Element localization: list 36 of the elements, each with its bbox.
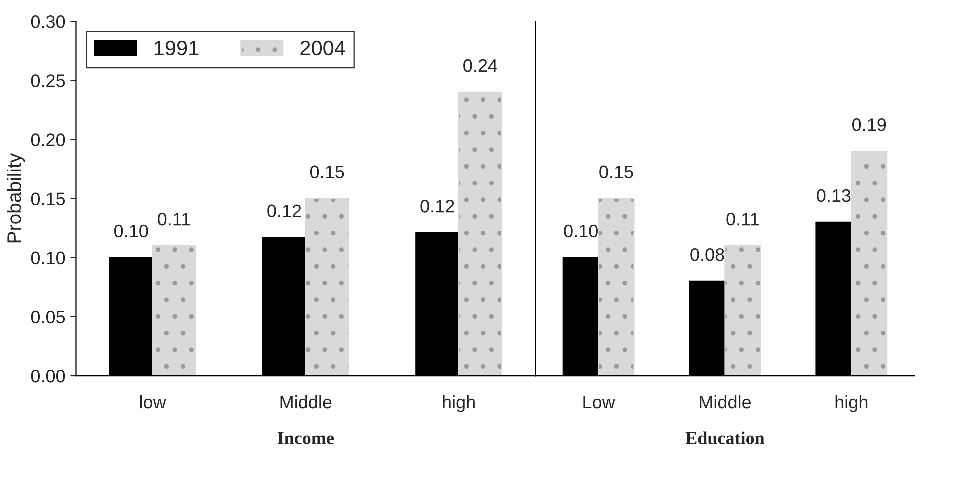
bar [724,245,762,376]
data-label: 0.11 [726,213,759,226]
bar [851,150,888,376]
legend-label: 1991 [154,40,199,56]
y-tick-label: 0.05 [31,310,66,324]
data-label: 0.19 [852,118,886,132]
data-label: 0.08 [690,248,724,262]
y-tick-label: 0.15 [31,192,66,206]
bar [152,245,196,376]
x-tick-label: Middle [700,395,752,409]
y-tick-label: 0.25 [31,74,66,88]
bar [598,198,635,376]
data-label: 0.12 [268,204,302,218]
data-label: 0.15 [600,166,634,179]
data-label: 0.10 [564,224,598,238]
x-tick-label: high [443,395,475,412]
x-axis-title: Education [686,432,765,444]
data-label: 0.24 [464,59,498,72]
x-tick-label: low [140,395,166,409]
data-label: 0.10 [114,224,148,238]
legend-label: 2004 [300,40,346,56]
bar [458,92,502,376]
x-tick-label: Low [584,396,616,409]
data-label: 0.11 [158,213,190,226]
data-label: 0.13 [817,189,851,202]
y-tick-label: 0.30 [31,15,66,28]
y-tick-label: 0.10 [31,252,66,265]
y-tick-label: 0.00 [31,370,66,383]
x-axis-title: Income [278,432,334,444]
bar [305,198,350,376]
data-label: 0.15 [310,166,344,179]
x-tick-label: Middle [280,395,332,409]
x-tick-label: high [836,395,868,412]
y-axis-title: Probability [7,153,26,243]
data-label: 0.12 [420,200,454,213]
y-tick-label: 0.20 [31,134,66,146]
